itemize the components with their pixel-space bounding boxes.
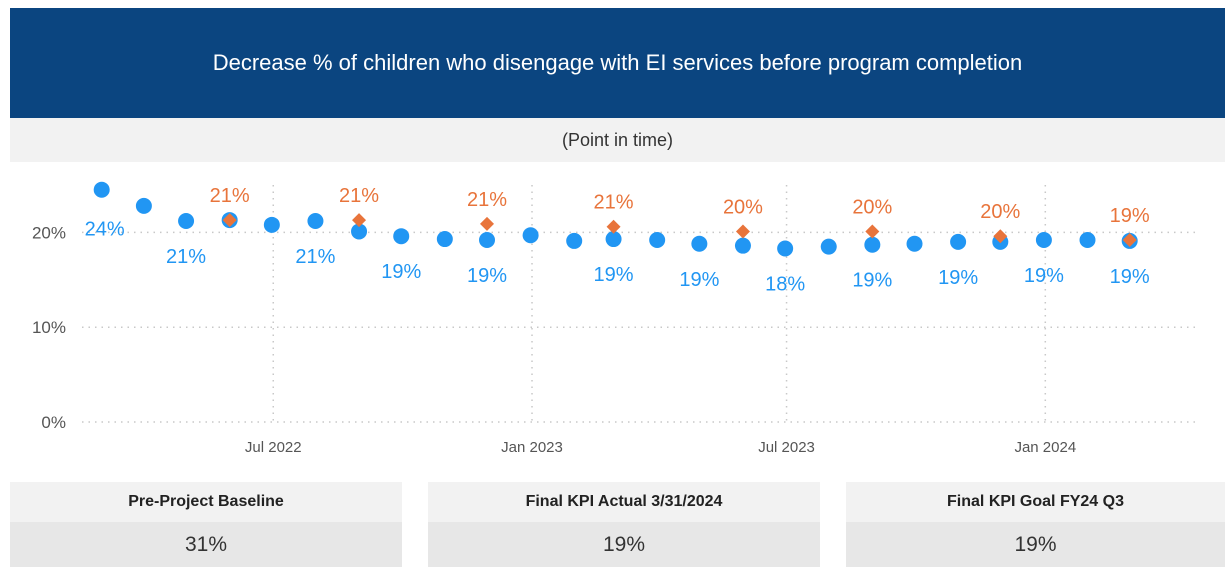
actual-data-point	[691, 235, 708, 252]
chart-subtitle: (Point in time)	[10, 118, 1225, 162]
kpi-value: 31%	[10, 522, 402, 567]
actual-data-point	[307, 213, 324, 230]
actual-data-point	[777, 240, 794, 257]
actual-data-point	[734, 237, 751, 254]
kpi-card-goal: Final KPI Goal FY24 Q3 19%	[846, 482, 1225, 567]
kpi-card-baseline: Pre-Project Baseline 31%	[10, 482, 402, 567]
actual-data-point	[522, 227, 539, 244]
actual-data-point	[93, 181, 110, 198]
scatter-chart: 0% 10% 20% Jul 2022 Jan 2023 Jul 2023 Jan 2024…	[32, 181, 1200, 456]
actual-data-label: 19%	[381, 261, 421, 283]
goal-data-point	[222, 213, 237, 228]
actual-data-point	[864, 236, 881, 253]
kpi-value: 19%	[846, 522, 1225, 567]
actual-data-point	[605, 231, 622, 248]
goal-data-label: 19%	[1110, 205, 1150, 227]
y-tick-label: 10%	[32, 318, 66, 337]
actual-data-label: 19%	[594, 264, 634, 286]
x-tick-label: Jul 2022	[245, 439, 302, 456]
goal-data-label: 20%	[852, 196, 892, 218]
actual-data-point	[351, 223, 368, 240]
goal-data-point	[480, 216, 495, 231]
actual-data-point	[566, 232, 583, 249]
actual-data-point	[1035, 231, 1052, 248]
kpi-card-actual: Final KPI Actual 3/31/2024 19%	[428, 482, 820, 567]
goal-data-point	[993, 229, 1008, 244]
goal-data-label: 21%	[339, 185, 379, 207]
actual-data-label: 19%	[467, 265, 507, 287]
actual-data-point	[1079, 231, 1096, 248]
goal-data-label: 21%	[210, 185, 250, 207]
goal-data-label: 21%	[467, 189, 507, 211]
goal-data-point	[606, 219, 621, 234]
goal-data-label: 21%	[594, 192, 634, 214]
kpi-label: Final KPI Actual 3/31/2024	[428, 482, 820, 522]
actual-data-point	[263, 216, 280, 233]
x-tick-label: Jan 2024	[1014, 439, 1076, 456]
kpi-value: 19%	[428, 522, 820, 567]
actual-data-label: 19%	[852, 270, 892, 292]
actual-data-label: 21%	[295, 246, 335, 268]
actual-data-point	[950, 233, 967, 250]
actual-data-point	[393, 228, 410, 245]
goal-data-label: 20%	[980, 201, 1020, 223]
y-tick-label: 20%	[32, 223, 66, 242]
actual-data-label: 24%	[85, 219, 125, 241]
actual-data-label: 19%	[1110, 266, 1150, 288]
x-tick-label: Jul 2023	[758, 439, 815, 456]
actual-data-label: 19%	[938, 267, 978, 289]
kpi-label: Pre-Project Baseline	[10, 482, 402, 522]
goal-data-label: 20%	[723, 196, 763, 218]
kpi-label: Final KPI Goal FY24 Q3	[846, 482, 1225, 522]
actual-data-label: 18%	[765, 274, 805, 296]
goal-data-point	[865, 224, 880, 239]
actual-data-point	[135, 197, 152, 214]
actual-data-point	[436, 231, 453, 248]
actual-data-point	[649, 231, 666, 248]
actual-data-point	[178, 213, 195, 230]
actual-data-point	[906, 235, 923, 252]
y-tick-label: 0%	[41, 413, 66, 432]
actual-data-point	[479, 231, 496, 248]
goal-data-point	[735, 224, 750, 239]
actual-data-label: 19%	[679, 269, 719, 291]
chart-title: Decrease % of children who disengage wit…	[10, 8, 1225, 118]
actual-data-point	[820, 238, 837, 255]
x-tick-label: Jan 2023	[501, 439, 563, 456]
actual-data-label: 21%	[166, 246, 206, 268]
goal-data-point	[1122, 232, 1137, 247]
goal-data-point	[352, 213, 367, 228]
actual-data-label: 19%	[1024, 265, 1064, 287]
